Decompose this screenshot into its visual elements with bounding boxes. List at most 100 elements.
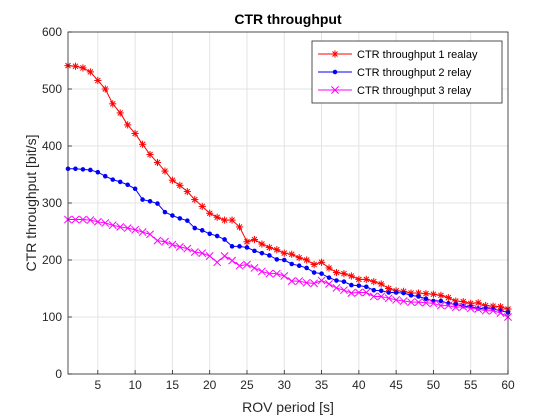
marker-stroke [265,269,274,278]
marker-stroke [331,86,339,94]
data-point [444,301,453,310]
marker-stroke [385,285,392,292]
marker-stroke [168,240,177,249]
marker-stroke [332,283,341,292]
marker-stroke [257,267,266,276]
marker-stroke [214,214,221,221]
data-point [407,298,416,307]
data-point [364,284,369,290]
data-point [356,283,362,288]
legend-item: CTR throughput 2 relay [318,67,472,79]
data-point [347,289,356,298]
data-point [155,201,160,206]
y-tick-label: 600 [42,25,62,39]
marker-dot [281,257,287,263]
data-point [265,243,273,252]
data-point [73,166,78,172]
data-point [325,279,333,288]
data-point [146,150,154,159]
data-point [153,236,162,245]
marker-dot [267,253,272,258]
marker-dot [274,257,280,262]
data-point [453,302,459,307]
marker-dot [319,271,324,276]
marker-stroke [445,294,452,301]
marker-dot [199,228,205,233]
data-point [183,244,192,253]
marker-stroke [198,249,207,258]
data-point [116,109,124,117]
marker-dot [289,261,295,267]
data-point [175,242,184,251]
data-point [273,246,281,254]
data-point [362,288,371,297]
marker-dot [125,182,130,188]
data-point [451,303,460,312]
marker-stroke [436,301,445,310]
data-point [257,267,266,276]
data-point [86,216,95,225]
marker-dot [80,167,86,172]
marker-stroke [199,203,206,210]
data-point [88,167,93,173]
marker-dot [326,275,332,280]
data-point [444,294,452,302]
data-point [393,290,399,295]
marker-stroke [87,69,94,75]
legend-label: CTR throughput 3 relay [357,85,472,97]
marker-stroke [475,299,482,306]
data-point [384,294,393,303]
marker-dot [244,245,250,250]
data-point [170,213,175,218]
data-point [116,222,125,231]
data-point [206,209,214,217]
marker-stroke [317,276,326,285]
marker-stroke [123,224,132,233]
marker-stroke [259,241,265,247]
data-point [252,248,257,254]
data-point [93,217,102,226]
marker-dot [341,279,347,284]
legend-marker [331,86,339,94]
x-tick-label: 15 [166,378,180,392]
marker-dot [229,244,235,249]
data-point [265,269,274,278]
data-point [310,260,318,269]
marker-stroke [326,265,332,271]
legend-item: CTR throughput 3 relay [318,85,472,97]
marker-stroke [235,261,244,270]
marker-dot [364,284,369,290]
data-point [199,228,205,233]
marker-stroke [399,297,408,305]
marker-stroke [72,63,79,70]
data-point [304,265,309,271]
marker-stroke [124,122,131,128]
marker-dot [386,290,391,295]
x-tick-label: 50 [427,378,441,392]
data-point [429,290,438,298]
y-tick-label: 400 [42,139,62,153]
marker-stroke [93,217,102,226]
marker-stroke [117,110,124,116]
marker-dot [95,169,101,175]
data-point [86,68,94,76]
data-point [489,306,498,315]
data-point [296,263,302,269]
marker-stroke [474,305,483,313]
marker-stroke [101,218,110,227]
data-point [354,288,363,297]
marker-dot [311,270,317,275]
data-point [102,173,108,179]
marker-stroke [466,304,475,313]
legend-label: CTR throughput 2 relay [357,67,472,79]
data-point [339,286,348,295]
data-point [228,256,237,265]
marker-stroke [378,281,385,287]
marker-dot [214,233,220,239]
data-point [192,225,198,231]
data-point [123,224,132,233]
marker-stroke [451,303,460,312]
data-point [117,179,123,185]
marker-stroke [302,278,311,287]
